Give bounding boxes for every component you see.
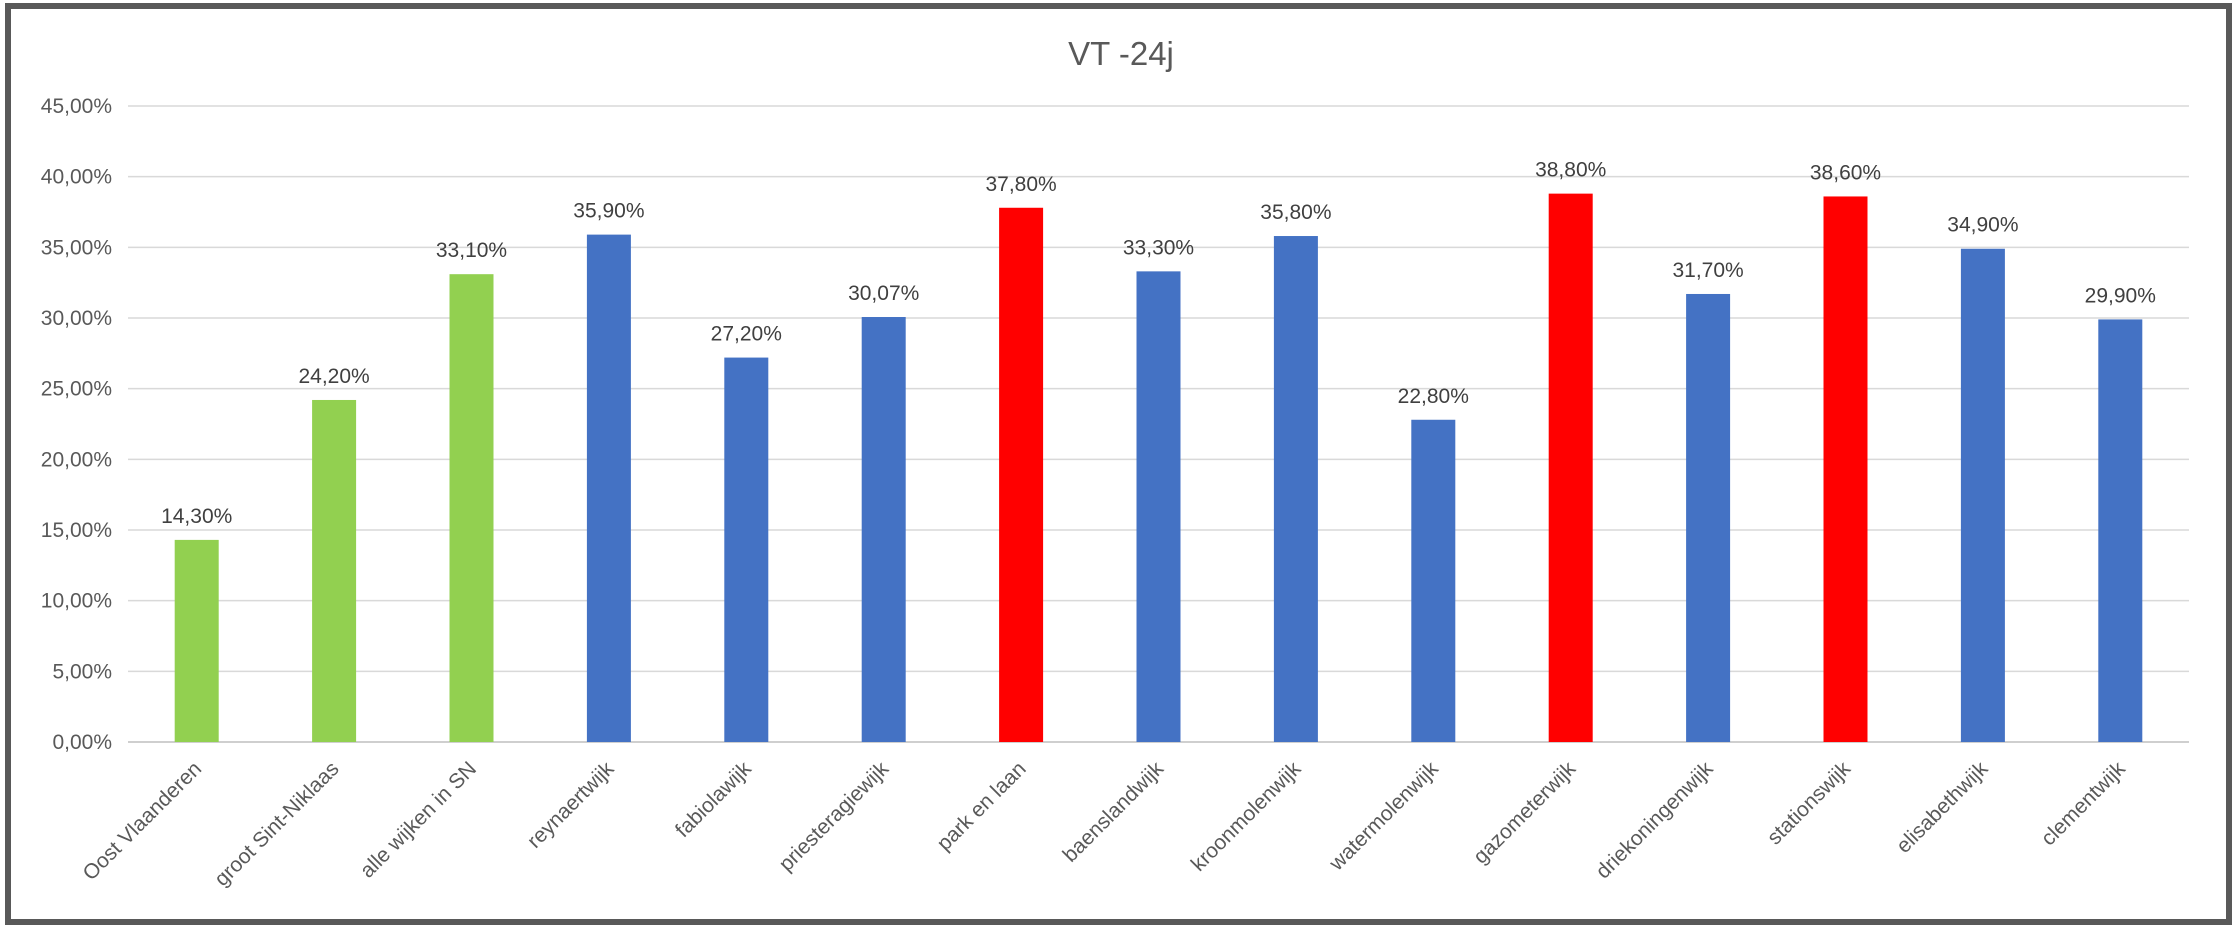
x-tick-label: driekoningenwijk <box>1592 757 1718 883</box>
bar <box>2098 319 2143 742</box>
x-tick-label: watermolenwijk <box>1324 757 1443 876</box>
bars <box>174 193 2143 743</box>
data-label: 14,30% <box>161 505 232 528</box>
y-axis-ticks: 0,00% 5,00% 10,00% 15,00% 20,00% 25,00% 30,00%… <box>41 95 112 754</box>
x-tick-label: clementwijk <box>2037 757 2130 850</box>
data-label: 38,60% <box>1810 161 1881 184</box>
x-tick-label: gazometerwijk <box>1469 757 1581 869</box>
y-tick-label: 20,00% <box>41 448 112 471</box>
x-tick-label: groot Sint-Niklaas <box>210 757 343 890</box>
data-label: 24,20% <box>298 365 369 388</box>
data-label: 27,20% <box>711 323 782 346</box>
y-tick-label: 30,00% <box>41 307 112 330</box>
y-tick-label: 25,00% <box>41 378 112 401</box>
x-tick-label: alle wijken in SN <box>356 757 481 882</box>
data-label: 33,30% <box>1123 236 1194 259</box>
x-tick-label: Oost Vlaanderen <box>79 757 207 885</box>
bar <box>1686 293 1731 742</box>
x-axis-ticks: Oost Vlaanderen groot Sint-Niklaas alle wi… <box>79 757 2131 891</box>
x-tick-label: fabiolawijk <box>671 757 756 842</box>
data-labels: 14,30% 24,20% 33,10% 35,90% 27,20% 30,07% 37,8… <box>161 159 2156 528</box>
bar <box>1548 193 1593 743</box>
data-label: 30,07% <box>848 282 919 305</box>
x-tick-label: priesteragiewijk <box>775 757 894 876</box>
data-label: 38,80% <box>1535 159 1606 182</box>
data-label: 35,90% <box>573 200 644 223</box>
bar <box>586 234 631 742</box>
bar <box>999 207 1044 742</box>
data-label: 34,90% <box>1947 214 2018 237</box>
bar <box>1823 196 1868 742</box>
bar <box>1960 248 2005 742</box>
bar <box>1136 271 1181 742</box>
y-tick-label: 40,00% <box>41 166 112 189</box>
bar <box>1411 419 1456 742</box>
y-tick-label: 10,00% <box>41 590 112 613</box>
data-label: 35,80% <box>1260 201 1331 224</box>
x-tick-label: stationswijk <box>1763 757 1856 850</box>
x-tick-label: reynaertwijk <box>523 757 619 853</box>
data-label: 33,10% <box>436 239 507 262</box>
chart-frame: VT -24j 0,00% 5,00% 10,00% 15,00% 20,00% 25,0… <box>5 3 2232 925</box>
bar-chart: VT -24j 0,00% 5,00% 10,00% 15,00% 20,00% 25,0… <box>41 35 2189 891</box>
y-tick-label: 0,00% <box>52 731 112 754</box>
bar <box>724 357 769 742</box>
chart-title: VT -24j <box>1068 35 1174 72</box>
x-tick-label: kroonmolenwijk <box>1187 757 1306 876</box>
y-tick-label: 15,00% <box>41 519 112 542</box>
bar <box>1273 236 1318 742</box>
x-tick-label: elisabethwijk <box>1892 757 1993 858</box>
y-tick-label: 35,00% <box>41 236 112 259</box>
data-label: 31,70% <box>1672 259 1743 282</box>
data-label: 22,80% <box>1398 385 1469 408</box>
data-label: 29,90% <box>2085 284 2156 307</box>
y-tick-label: 5,00% <box>52 660 112 683</box>
data-label: 37,80% <box>985 173 1056 196</box>
x-tick-label: baenslandwijk <box>1058 757 1168 867</box>
bar <box>861 317 906 742</box>
bar <box>174 539 219 742</box>
y-tick-label: 45,00% <box>41 95 112 118</box>
x-tick-label: park en laan <box>933 757 1031 855</box>
bar <box>449 274 494 742</box>
bar <box>312 399 357 742</box>
